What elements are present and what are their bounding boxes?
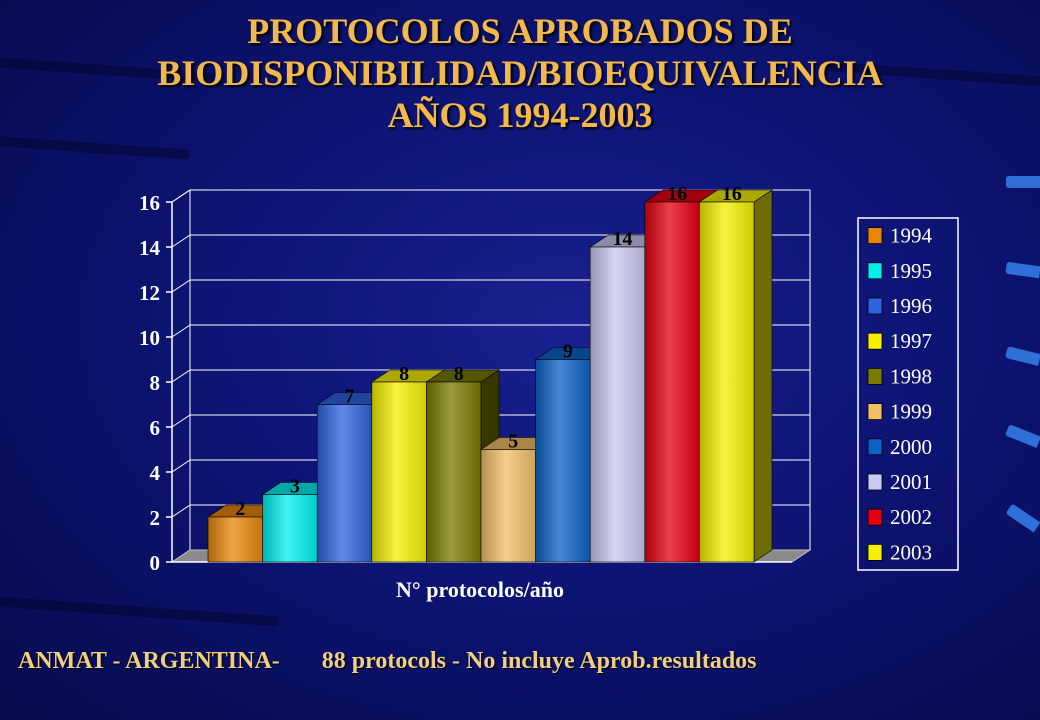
y-tick-label: 14 [139,236,161,260]
data-label: 16 [722,183,742,205]
data-label: 2 [235,498,245,520]
legend-label: 2001 [890,470,932,494]
bar-front [426,381,482,563]
legend-swatch [867,367,883,385]
legend-swatch [867,544,883,561]
legend: 1994 1995 1996 1997 1998 1999 2000 2001 2002 2003 [857,217,959,571]
bar-front [371,381,427,563]
x-axis-label: N° protocolos/año [396,577,564,602]
footer-source: ANMAT - ARGENTINA- [18,648,280,674]
data-label: 5 [508,431,518,453]
data-label: 3 [290,476,300,498]
legend-label: 1999 [890,400,932,424]
legend-swatch [867,227,883,245]
bar-front [262,494,318,563]
bar-front [316,404,373,563]
y-tick-label: 4 [150,461,161,485]
gridline [171,234,810,248]
data-labels: 2 3 7 8 8 5 9 14 16 16 [235,183,741,520]
y-tick-label: 8 [150,371,161,395]
bar-front [535,359,591,563]
y-tick-label: 6 [150,416,161,440]
bar-front [589,246,646,563]
data-label: 16 [667,183,687,205]
x-axis: N° protocolos/año [396,577,564,602]
y-tick-label: 2 [150,506,161,530]
bar-side [753,189,773,563]
legend-swatch [867,508,883,526]
title-line-1: PROTOCOLOS APROBADOS DE [247,11,793,51]
data-label: 14 [613,228,633,250]
legend-label: 1994 [890,224,933,248]
legend-swatch [867,438,883,456]
legend-swatch [867,297,883,315]
legend-label: 1996 [890,294,932,318]
y-tick-label: 0 [150,551,161,575]
y-tick-label: 12 [139,281,160,305]
footer: ANMAT - ARGENTINA- 88 protocols - No inc… [18,648,757,675]
bars [207,189,773,563]
legend-swatch [867,473,883,491]
slide-title: PROTOCOLOS APROBADOS DE BIODISPONIBILIDA… [0,10,1040,136]
bar-front [644,201,700,563]
title-line-3: AÑOS 1994-2003 [387,95,653,135]
legend-label: 1995 [890,259,932,283]
bar-front [480,449,536,563]
legend-label: 1997 [890,329,932,353]
data-label: 7 [345,386,355,408]
footer-note: 88 protocols - No incluye Aprob.resultad… [321,648,757,674]
legend-swatch [867,332,883,350]
title-line-2: BIODISPONIBILIDAD/BIOEQUIVALENCIA [157,53,883,93]
legend-swatch [867,403,883,421]
data-label: 8 [399,363,409,385]
edge-decoration [1006,176,1040,188]
data-label: 8 [454,363,464,385]
y-tick-label: 16 [139,191,160,215]
legend-label: 2003 [890,540,932,564]
legend-swatch [867,262,883,280]
bar-front [207,516,263,563]
gridline [171,189,810,203]
bar-front [699,201,755,563]
legend-box [857,217,959,571]
legend-label: 2000 [890,435,932,459]
bar-2003 [698,189,773,563]
legend-label: 1998 [890,364,932,388]
legend-label: 2002 [890,505,932,529]
y-tick-label: 10 [139,326,160,350]
data-label: 9 [563,341,573,363]
